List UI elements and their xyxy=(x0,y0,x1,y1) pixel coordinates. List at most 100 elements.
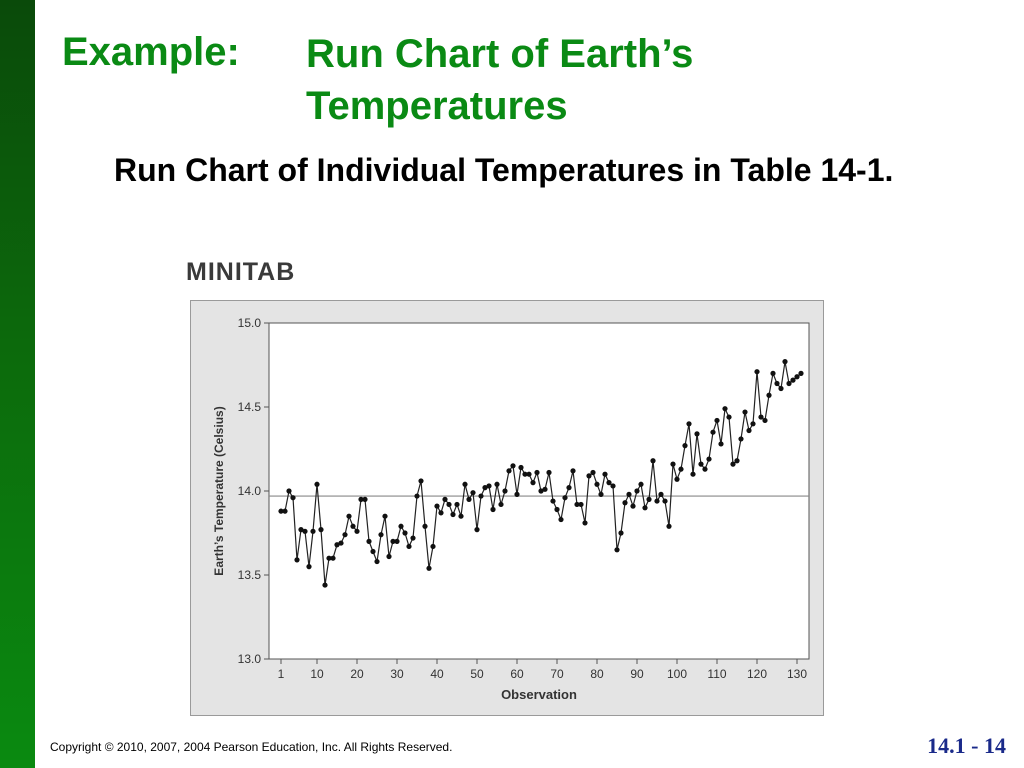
data-point xyxy=(758,414,764,420)
data-point xyxy=(750,421,756,427)
data-point xyxy=(498,501,504,508)
data-point xyxy=(746,427,752,434)
data-point xyxy=(350,523,356,529)
data-point xyxy=(614,547,620,553)
x-tick-label: 30 xyxy=(390,667,404,681)
x-tick-label: 100 xyxy=(667,667,687,681)
data-point xyxy=(702,466,708,472)
data-point xyxy=(674,476,680,482)
data-point xyxy=(786,380,792,387)
data-point xyxy=(630,503,636,509)
data-point xyxy=(582,520,588,526)
data-point xyxy=(562,495,568,501)
x-tick-label: 60 xyxy=(510,667,524,681)
data-point xyxy=(662,498,668,504)
data-point xyxy=(290,495,296,501)
y-axis-label: Earth’s Temperature (Celsius) xyxy=(212,406,226,575)
y-tick-label: 14.5 xyxy=(238,400,262,414)
side-bar xyxy=(0,0,35,768)
data-point xyxy=(794,374,800,380)
data-point xyxy=(666,523,672,529)
data-point xyxy=(558,516,564,523)
data-point xyxy=(438,510,444,516)
data-point xyxy=(698,461,704,467)
y-tick-label: 14.0 xyxy=(238,484,262,498)
data-point xyxy=(754,369,760,375)
data-point xyxy=(402,530,408,536)
data-point xyxy=(410,535,416,541)
data-point xyxy=(398,523,404,529)
data-point xyxy=(686,421,692,427)
data-point xyxy=(298,527,304,533)
data-point xyxy=(514,491,520,497)
data-point xyxy=(294,557,300,563)
data-point xyxy=(278,508,284,514)
data-point xyxy=(486,483,492,489)
x-tick-label: 120 xyxy=(747,667,767,681)
data-point xyxy=(442,496,448,502)
data-point xyxy=(310,528,316,534)
data-point xyxy=(602,471,608,477)
data-point xyxy=(538,488,544,494)
data-point xyxy=(658,491,664,497)
data-point xyxy=(646,496,652,502)
data-point xyxy=(570,468,576,474)
data-point xyxy=(346,513,352,519)
data-point xyxy=(590,469,596,476)
data-point xyxy=(462,481,468,487)
data-point xyxy=(638,481,644,487)
data-point xyxy=(490,506,496,513)
footer-copyright: Copyright © 2010, 2007, 2004 Pearson Edu… xyxy=(50,740,453,754)
x-tick-label: 20 xyxy=(350,667,364,681)
data-point xyxy=(434,503,440,509)
x-tick-label: 110 xyxy=(707,667,726,681)
data-point xyxy=(650,458,656,464)
x-tick-label: 70 xyxy=(550,667,564,681)
data-point xyxy=(322,582,328,588)
data-point xyxy=(330,555,336,561)
x-tick-label: 40 xyxy=(430,667,444,681)
data-point xyxy=(714,417,720,424)
data-point xyxy=(474,527,480,533)
data-point xyxy=(774,380,780,387)
data-point xyxy=(358,496,364,502)
data-point xyxy=(530,480,536,486)
data-point xyxy=(466,496,472,502)
x-tick-label: 80 xyxy=(590,667,604,681)
data-point xyxy=(654,498,660,504)
data-point xyxy=(318,527,324,533)
data-point xyxy=(494,481,500,487)
data-point xyxy=(470,490,476,496)
data-point xyxy=(314,481,320,487)
data-point xyxy=(690,471,696,477)
data-point xyxy=(482,485,488,491)
run-chart: 13.013.514.014.515.0 1 10 20 30 40 50 60 70 80 90… xyxy=(190,300,824,716)
data-point xyxy=(394,538,400,544)
x-axis-label: Observation xyxy=(501,687,577,702)
data-point xyxy=(354,528,360,534)
data-point xyxy=(626,491,632,497)
data-points xyxy=(278,359,804,588)
y-axis: 13.0 13.5 14.0 14.5 15.0 xyxy=(238,316,269,666)
slide-title-label: Example: xyxy=(62,30,240,74)
data-point xyxy=(798,370,804,376)
data-point xyxy=(574,501,580,508)
data-point xyxy=(710,429,716,435)
data-point xyxy=(342,532,348,538)
data-point xyxy=(742,409,748,415)
data-point xyxy=(338,540,344,546)
data-point xyxy=(678,466,684,472)
data-point xyxy=(406,543,412,550)
data-point xyxy=(594,481,600,487)
data-point xyxy=(778,385,784,392)
data-point xyxy=(586,473,592,479)
data-point xyxy=(606,480,612,486)
data-point xyxy=(782,359,788,365)
data-point xyxy=(726,414,732,420)
data-point xyxy=(730,461,736,467)
y-tick-label: 13.0 xyxy=(238,652,262,666)
data-point xyxy=(722,406,728,412)
minitab-logo: MINITAB xyxy=(186,258,296,286)
data-point xyxy=(446,501,452,508)
slide-subtitle: Run Chart of Individual Temperatures in … xyxy=(114,152,894,188)
